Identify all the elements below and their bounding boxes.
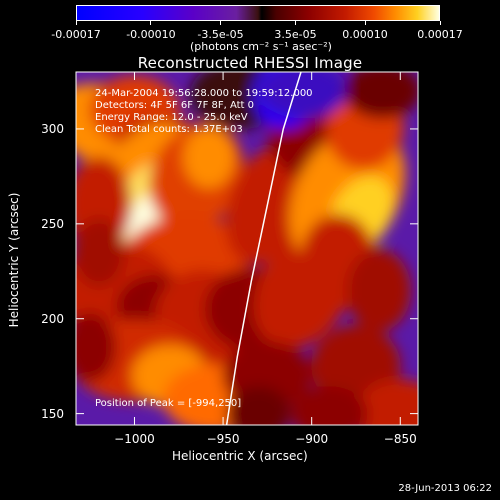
colorbar-tick-label: -0.00017 <box>51 28 101 41</box>
intensity-blob <box>226 386 291 425</box>
intensity-blob <box>344 72 418 119</box>
x-tick-label: −950 <box>206 432 240 446</box>
y-tick-label: 300 <box>41 121 64 136</box>
colorbar-tick <box>439 21 441 25</box>
intensity-blob <box>347 249 411 332</box>
colorbar <box>76 5 440 21</box>
colorbar-tick <box>150 21 152 25</box>
annotation-energy-range: Energy Range: 12.0 - 25.0 keV <box>95 112 248 123</box>
colorbar-tick-label: -3.5e-05 <box>197 28 244 41</box>
intensity-blob <box>355 379 418 425</box>
colorbar-tick-label: -0.00010 <box>126 28 176 41</box>
colorbar-tick-label: 0.00017 <box>417 28 463 41</box>
colorbar-tick-label: 3.5e-05 <box>274 28 317 41</box>
intensity-blob <box>76 218 125 287</box>
colorbar-tick <box>294 21 296 25</box>
colorbar-tick <box>220 21 222 25</box>
intensity-blob <box>291 386 368 425</box>
colorbar-tick <box>364 21 366 25</box>
intensity-blob <box>183 126 235 189</box>
solar-limb-line <box>225 72 302 425</box>
intensity-blob <box>258 72 348 119</box>
colorbar-tick <box>75 21 77 25</box>
plot-frame <box>75 71 419 426</box>
annotation-time-range: 24-Mar-2004 19:56:28.000 to 19:59:12.000 <box>95 88 313 99</box>
y-tick-label: 150 <box>41 406 64 421</box>
intensity-blob <box>76 313 116 382</box>
heatmap-image <box>76 72 418 425</box>
peak-position-label: Position of Peak = [-994,250] <box>95 398 242 409</box>
annotation-clean-counts: Clean Total counts: 1.37E+03 <box>95 124 243 135</box>
colorbar-tick-label: 0.00010 <box>342 28 388 41</box>
x-tick-label: −900 <box>295 432 329 446</box>
x-tick-label: −1000 <box>114 432 155 446</box>
x-tick-label: −850 <box>383 432 417 446</box>
colorbar-units: (photons cm⁻² s⁻¹ asec⁻²) <box>190 40 332 53</box>
axis-ticks <box>76 72 418 425</box>
y-tick-label: 200 <box>41 311 64 326</box>
y-tick-label: 250 <box>41 216 64 231</box>
y-axis-label: Heliocentric Y (arcsec) <box>7 192 21 328</box>
annotation-detectors: Detectors: 4F 5F 6F 7F 8F, Att 0 <box>95 100 255 111</box>
chart-title: Reconstructed RHESSI Image <box>137 54 363 72</box>
timestamp: 28-Jun-2013 06:22 <box>398 483 492 494</box>
x-axis-label: Heliocentric X (arcsec) <box>172 449 308 463</box>
